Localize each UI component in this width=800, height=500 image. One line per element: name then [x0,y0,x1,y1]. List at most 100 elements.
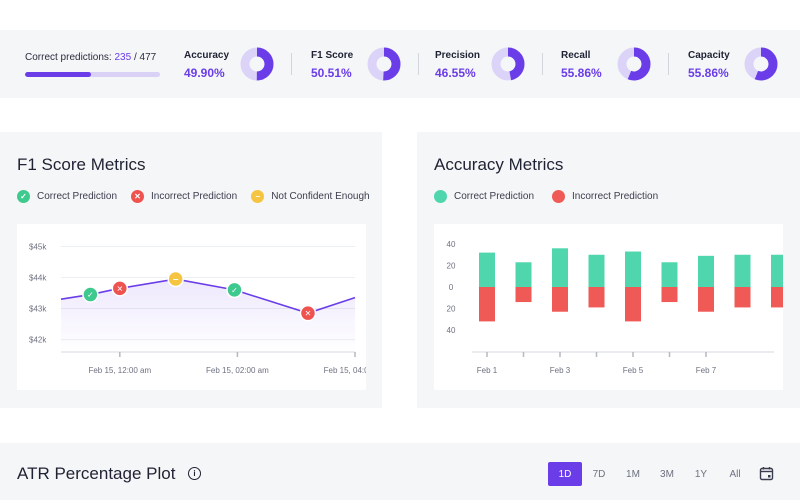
bar-correct[interactable] [515,262,532,287]
metric-value: 55.86% [688,66,729,80]
metric-name: F1 Score [311,50,354,61]
correct-predictions-text: Correct predictions: [25,52,112,63]
bar-incorrect[interactable] [661,287,678,303]
range-button-1y[interactable]: 1Y [694,468,708,480]
accuracy-panel-title: Accuracy Metrics [434,155,564,174]
incorrect-marker[interactable]: ✕ [299,304,317,322]
f1-chart-card: $45k $44k $43k $42k ✓ ✕ − ✓ ✕ Feb 15, 12:00 am Feb… [17,224,387,390]
y-tick-label: $44k [29,273,47,282]
metric-value: 49.90% [184,66,225,80]
metric-name: Precision [435,50,481,61]
cross-icon: ✕ [131,190,145,203]
legend-item: ✓ Correct Prediction [17,190,117,203]
f1-score-panel: F1 Score Metrics ✓ Correct Prediction ✕ Inc… [0,132,387,408]
bar-incorrect[interactable] [698,287,714,312]
range-selector: 1D 7D 1M 3M 1Y All [548,462,752,486]
y-tick-label: $45k [29,242,47,251]
bar-incorrect[interactable] [734,287,751,308]
bar-incorrect[interactable] [625,287,641,322]
f1-legend: ✓ Correct Prediction ✕ Incorrect Prediction… [17,190,370,203]
accuracy-panel: Accuracy Metrics Correct Prediction Incor… [417,132,800,408]
bar-correct[interactable] [479,252,495,287]
accuracy-legend: Correct Prediction Incorrect Prediction [434,190,658,203]
legend-label: Correct Prediction [454,191,535,202]
correct-predictions-label: Correct predictions: 235 / 477 [25,52,156,63]
atr-panel: ATR Percentage Plot i 1D 7D 1M 3M 1Y All [0,443,800,500]
incorrect-marker[interactable]: ✕ [111,280,129,297]
bar-correct[interactable] [588,254,605,287]
metric-donut [240,47,274,86]
x-tick-label: Feb 1 [477,366,498,375]
summary-bar: Correct predictions: 235 / 477 Accuracy 4… [0,30,800,98]
legend-dot [434,190,447,203]
bar-correct[interactable] [661,262,678,287]
legend-item: Incorrect Prediction [552,190,658,203]
metric-donut [744,47,778,86]
metric-divider [418,53,419,75]
bar-incorrect[interactable] [515,287,532,303]
bar-incorrect[interactable] [771,287,787,308]
svg-text:−: − [172,275,179,284]
y-tick-label: 40 [447,240,456,249]
progress-fill [25,72,92,77]
x-tick-label: Feb 15, 02:00 am [206,366,269,375]
atr-panel-title: ATR Percentage Plot [17,464,176,483]
x-tick-label: Feb 5 [623,366,644,375]
correct-marker[interactable]: ✓ [82,286,99,303]
svg-text:✓: ✓ [87,291,94,300]
accuracy-bar-chart: 40 20 0 20 40 Feb 1 Feb 3 Feb 5 Feb 7 [447,240,787,375]
metric-value: 46.55% [435,66,476,80]
correct-predictions-progress [25,72,160,77]
bar-correct[interactable] [625,251,641,287]
range-button-all[interactable]: All [729,468,741,480]
y-tick-label: $43k [29,305,47,314]
legend-dot [552,190,566,203]
legend-item: ✕ Incorrect Prediction [131,190,237,203]
donut-fill [367,47,401,81]
legend-item: − Not Confident Enough [251,190,370,203]
y-tick-label: 20 [447,262,456,271]
svg-text:✕: ✕ [305,309,312,318]
info-icon[interactable]: i [188,467,201,480]
correct-marker[interactable]: ✓ [226,281,243,299]
bar-correct[interactable] [771,254,787,287]
bar-correct[interactable] [734,254,751,287]
bar-correct[interactable] [698,255,714,287]
metric-name: Accuracy [184,50,230,61]
range-button-3m[interactable]: 3M [660,468,674,480]
metric-divider [668,53,669,75]
svg-text:✕: ✕ [116,284,123,293]
donut-fill [744,47,778,81]
bar-correct[interactable] [552,248,568,287]
metric-divider [542,53,543,75]
metric-name: Recall [561,50,591,61]
bar-incorrect[interactable] [588,287,605,308]
x-tick-label: Feb 3 [550,366,571,375]
metric-donut [367,47,401,86]
line-area [61,279,355,352]
range-button-1m[interactable]: 1M [626,468,640,480]
donut-fill [240,47,274,81]
legend-label: Incorrect Prediction [151,191,238,202]
svg-text:✓: ✓ [231,286,238,295]
legend-label: Correct Prediction [37,191,118,202]
x-tick-label: Feb 7 [696,366,717,375]
range-button-1d[interactable]: 1D [548,462,582,486]
x-tick-label: Feb 15, 12:00 am [88,366,151,375]
calendar-icon[interactable] [759,466,774,486]
metric-donut [491,47,525,86]
legend-label: Incorrect Prediction [572,191,659,202]
metric-donut [617,47,651,86]
metric-value: 50.51% [311,66,352,80]
range-button-7d[interactable]: 7D [592,468,606,480]
x-tick-label: Feb 15, 04:00 am [324,366,366,375]
y-tick-label: 0 [449,283,454,292]
bar-incorrect[interactable] [479,287,495,322]
f1-line-chart: $45k $44k $43k $42k ✓ ✕ − ✓ ✕ Feb 15, 12:00 am Feb… [29,242,387,375]
bar-incorrect[interactable] [552,287,568,312]
metric-name: Capacity [688,50,730,61]
f1-panel-title: F1 Score Metrics [17,155,146,174]
minus-icon: − [251,190,265,203]
unsure-marker[interactable]: − [167,270,184,288]
legend-item: Correct Prediction [434,190,534,203]
